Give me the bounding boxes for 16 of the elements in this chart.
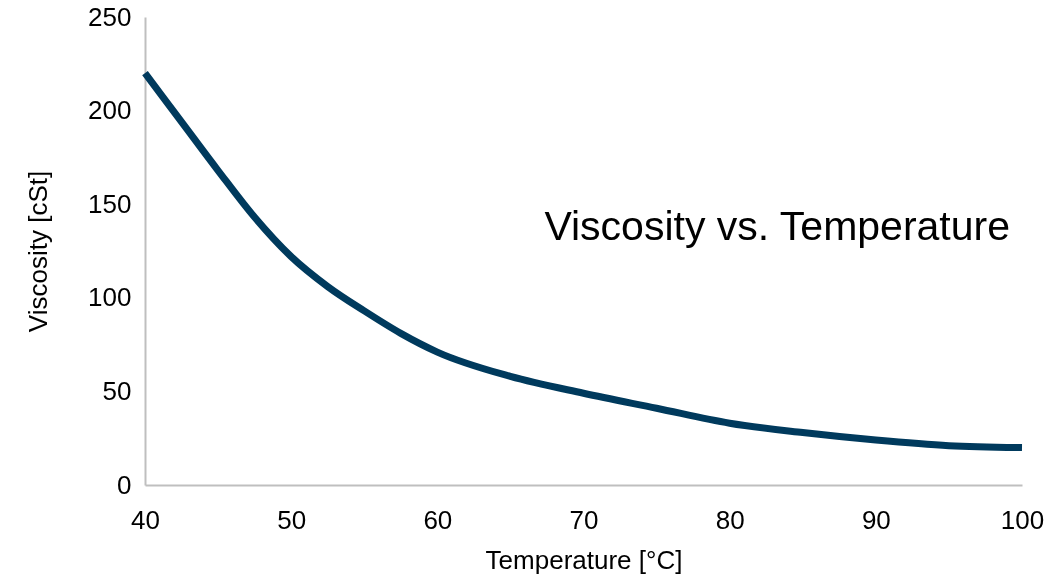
- x-tick-label: 90: [861, 504, 891, 535]
- x-tick-label: 70: [569, 504, 599, 535]
- y-tick-label: 250: [88, 1, 132, 32]
- y-tick-label: 0: [117, 469, 132, 500]
- text: Viscosity vs. Temperature: [544, 203, 1010, 249]
- y-tick-label: 150: [88, 188, 132, 219]
- y-tick-label: 50: [102, 375, 132, 406]
- x-tick-label: 100: [1000, 504, 1045, 535]
- x-axis-title: Temperature [°C]: [485, 544, 683, 575]
- y-tick-label: 200: [88, 95, 132, 126]
- x-tick-label: 50: [277, 504, 307, 535]
- x-tick-label: 80: [715, 504, 745, 535]
- x-tick-label: 40: [131, 504, 160, 535]
- y-axis-title: Viscosity [cSt]: [23, 170, 54, 333]
- x-tick-label: 60: [423, 504, 453, 535]
- y-tick-label: 100: [88, 282, 132, 313]
